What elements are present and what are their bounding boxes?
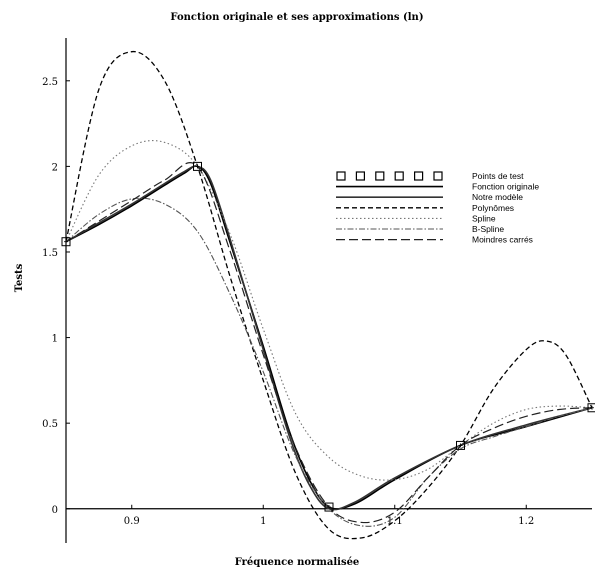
x-tick-label: 1.2 bbox=[518, 516, 534, 527]
y-tick-label: 2 bbox=[52, 162, 58, 173]
y-tick-label: 1.5 bbox=[42, 248, 58, 259]
legend-label: Moindres carrés bbox=[472, 235, 533, 245]
test-point-marker bbox=[324, 502, 334, 512]
axes: 0.9 1 1.1 1.2 0 0.5 1 1.5 2 2.5 bbox=[42, 38, 592, 543]
test-point-marker bbox=[193, 161, 202, 171]
legend-label: Polynômes bbox=[472, 203, 514, 213]
legend-label: Fonction originale bbox=[472, 182, 539, 192]
series-line-b-spline bbox=[65, 197, 593, 527]
test-point-marker bbox=[587, 403, 595, 413]
y-tick-label: 0 bbox=[52, 505, 58, 516]
legend-marker-icon bbox=[394, 171, 404, 181]
y-tick-label: 2.5 bbox=[42, 77, 58, 88]
test-point-marker bbox=[61, 237, 71, 247]
chart-title: Fonction originale et ses approximations… bbox=[170, 12, 423, 23]
series-line-polynomes bbox=[65, 51, 593, 540]
legend-label: Notre modèle bbox=[472, 192, 523, 202]
x-tick-label: 0.9 bbox=[124, 516, 140, 527]
x-axis-label: Fréquence normalisée bbox=[235, 557, 360, 568]
series-layer bbox=[61, 51, 595, 540]
x-tick-label: 1.1 bbox=[387, 516, 403, 527]
legend-label: Spline bbox=[472, 213, 496, 223]
legend-label: Points de test bbox=[472, 171, 524, 181]
legend-marker-icon bbox=[375, 171, 385, 181]
legend-marker-icon bbox=[336, 171, 346, 181]
y-tick-label: 0.5 bbox=[42, 419, 58, 430]
y-tick-label: 1 bbox=[52, 334, 58, 345]
test-point-marker bbox=[456, 440, 465, 450]
series-line-moindres-carres bbox=[65, 162, 593, 524]
series-line-spline bbox=[65, 140, 593, 481]
legend-marker-icon bbox=[355, 171, 365, 181]
legend-label: B-Spline bbox=[472, 224, 504, 234]
legend-marker-icon bbox=[433, 171, 443, 181]
y-axis-label: Tests bbox=[14, 263, 25, 292]
legend-marker-icon bbox=[414, 171, 424, 181]
series-line-notre-modele bbox=[65, 165, 593, 511]
x-tick-label: 1 bbox=[260, 516, 266, 527]
